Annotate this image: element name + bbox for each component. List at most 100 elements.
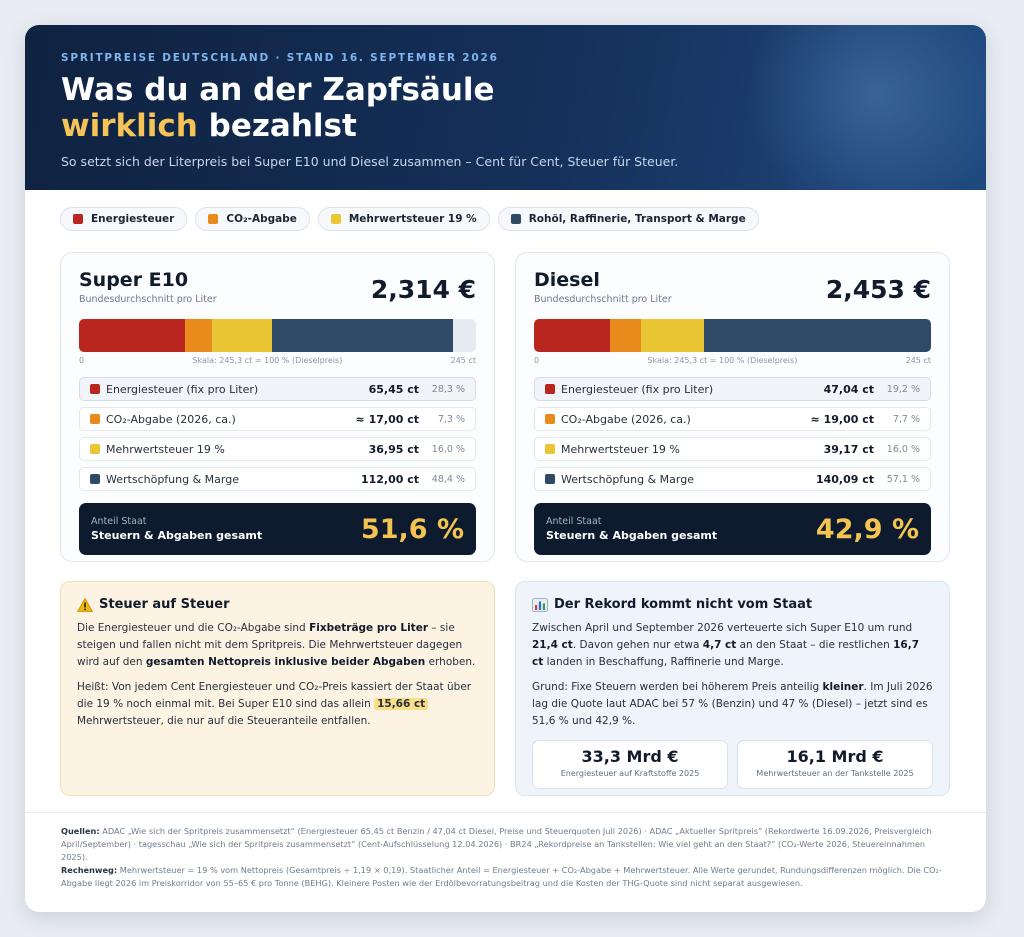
tax-on-tax-title: Steuer auf Steuer [77,597,478,612]
scale-note: Skala: 245,3 ct = 100 % (Dieselpreis) [192,356,343,365]
emphasis: 4,7 ct [702,639,737,651]
breakdown-row-energiesteuer: Energiesteuer (fix pro Liter) 65,45 ct 2… [79,377,476,401]
eyebrow: SPRITPREISE DEUTSCHLAND · STAND 16. SEPT… [61,52,499,64]
page-subtitle: So setzt sich der Literpreis bei Super E… [61,154,679,169]
legend-item-co2: CO₂-Abgabe [195,207,310,231]
record-title: Der Rekord kommt nicht vom Staat [532,597,933,612]
revenue-stats: 33,3 Mrd € Energiesteuer auf Kraftstoffe… [532,740,933,789]
fuel-subtitle: Bundesdurchschnitt pro Liter [534,294,672,305]
legend-swatch [330,214,341,224]
fuel-card-diesel: Diesel Bundesdurchschnitt pro Liter 2,45… [515,252,950,562]
row-value: 140,09 ct [815,472,874,486]
state-share-title: Steuern & Abgaben gesamt [91,529,263,542]
bar-segment-marge [272,319,454,352]
emphasis: gesamten Nettopreis inklusive beider Abg… [145,656,426,668]
text: landen in Beschaffung, Raffinerie und Ma… [543,656,784,668]
sources-note: Quellen: ADAC „Wie sich der Spritpreis z… [61,825,950,864]
title-line-1: Was du an der Zapfsäule [61,72,495,108]
record-box: Der Rekord kommt nicht vom Staat Zwische… [515,581,950,796]
header-glow [726,25,986,190]
row-swatch [545,384,555,394]
title-highlight: wirklich [61,108,198,144]
text: Zwischen April und September 2026 verteu… [532,622,913,634]
row-swatch [90,384,100,394]
bar-segment-co2 [610,319,641,352]
row-label: Mehrwertsteuer 19 % [106,442,225,456]
page-title: Was du an der Zapfsäule wirklich bezahls… [61,72,950,144]
text: an den Staat – die restlichen [736,639,894,651]
row-percent: 48,4 % [431,473,465,485]
row-value: 47,04 ct [823,382,874,396]
state-share-percent: 51,6 % [360,513,464,545]
state-share-label: Anteil Staat [91,516,147,527]
infographic-card: SPRITPREISE DEUTSCHLAND · STAND 16. SEPT… [25,25,986,912]
bar-segment-co2 [184,319,213,352]
row-label: Wertschöpfung & Marge [106,472,239,486]
breakdown-row-mwst: Mehrwertsteuer 19 % 39,17 ct 16,0 % [534,437,931,461]
row-percent: 28,3 % [431,383,465,395]
footer-notes: Quellen: ADAC „Wie sich der Spritpreis z… [25,812,986,890]
row-percent: 19,2 % [886,383,920,395]
state-share-box: Anteil Staat Steuern & Abgaben gesamt 42… [534,503,931,555]
row-swatch [90,414,100,424]
row-value: ≈ 19,00 ct [810,412,874,426]
scale-left: 0 [79,356,85,365]
row-percent: 57,1 % [886,473,920,485]
calculation-label: Rechenweg: [61,865,118,875]
bar-chart-icon [532,597,548,612]
warning-icon [77,597,93,612]
legend-item-energiesteuer: Energiesteuer [60,207,188,231]
tax-on-tax-box: Steuer auf Steuer Die Energiesteuer und … [60,581,495,796]
scale-left: 0 [534,356,540,365]
record-heading: Der Rekord kommt nicht vom Staat [554,597,813,612]
calculation-note: Rechenweg: Mehrwertsteuer = 19 % vom Net… [61,864,950,890]
legend-item-mwst: Mehrwertsteuer 19 % [317,207,490,231]
row-percent: 7,3 % [437,413,465,425]
stat-label: Energiesteuer auf Kraftstoffe 2025 [560,769,700,778]
row-value: 39,17 ct [823,442,874,456]
record-paragraph-1: Zwischen April und September 2026 verteu… [532,620,933,671]
stacked-bar [79,319,476,352]
legend-swatch [510,214,521,224]
row-label: Mehrwertsteuer 19 % [561,442,680,456]
text: Grund: Fixe Steuern werden bei höherem P… [532,681,823,693]
bar-segment-marge [704,319,931,352]
breakdown-list: Energiesteuer (fix pro Liter) 65,45 ct 2… [79,377,476,491]
fuel-name: Diesel [534,269,600,291]
text: Mehrwertsteuer, die nur auf die Steueran… [77,715,371,727]
row-percent: 16,0 % [431,443,465,455]
legend-label: Mehrwertsteuer 19 % [348,213,477,225]
row-label: Energiesteuer (fix pro Liter) [561,382,714,396]
fuel-price: 2,453 € [825,275,931,304]
text: Heißt: Von jedem Cent Energiesteuer und … [77,681,472,710]
state-share-box: Anteil Staat Steuern & Abgaben gesamt 51… [79,503,476,555]
emphasis: kleiner [822,681,864,693]
legend-swatch [208,214,219,224]
tax-on-tax-heading: Steuer auf Steuer [99,597,230,612]
state-share-label: Anteil Staat [546,516,602,527]
row-swatch [545,414,555,424]
legend-label: Rohöl, Raffinerie, Transport & Marge [528,213,746,225]
legend-swatch [73,214,83,224]
text: . Davon gehen nur etwa [572,639,703,651]
calculation-text: Mehrwertsteuer = 19 % vom Nettopreis (Ge… [61,865,942,888]
row-value: 112,00 ct [360,472,419,486]
row-percent: 7,7 % [892,413,920,425]
breakdown-row-co2: CO₂-Abgabe (2026, ca.) ≈ 19,00 ct 7,7 % [534,407,931,431]
highlight-value: 15,66 ct [374,698,429,710]
stat-value: 33,3 Mrd € [581,747,679,766]
scale-right: 245 ct [450,356,476,365]
emphasis: 21,4 ct [532,639,573,651]
bar-segment-mwst [640,319,705,352]
sources-label: Quellen: [61,826,100,836]
stat-card-energiesteuer: 33,3 Mrd € Energiesteuer auf Kraftstoffe… [532,740,728,789]
legend: Energiesteuer CO₂-Abgabe Mehrwertsteuer … [60,207,759,231]
row-swatch [545,444,555,454]
bar-scale: 0 Skala: 245,3 ct = 100 % (Dieselpreis) … [79,356,476,365]
text: Die Energiesteuer und die CO₂-Abgabe sin… [77,622,310,634]
emphasis: Fixbeträge pro Liter [309,622,428,634]
state-share-title: Steuern & Abgaben gesamt [546,529,718,542]
fuel-name: Super E10 [79,269,189,291]
row-swatch [90,444,100,454]
row-value: ≈ 17,00 ct [355,412,419,426]
